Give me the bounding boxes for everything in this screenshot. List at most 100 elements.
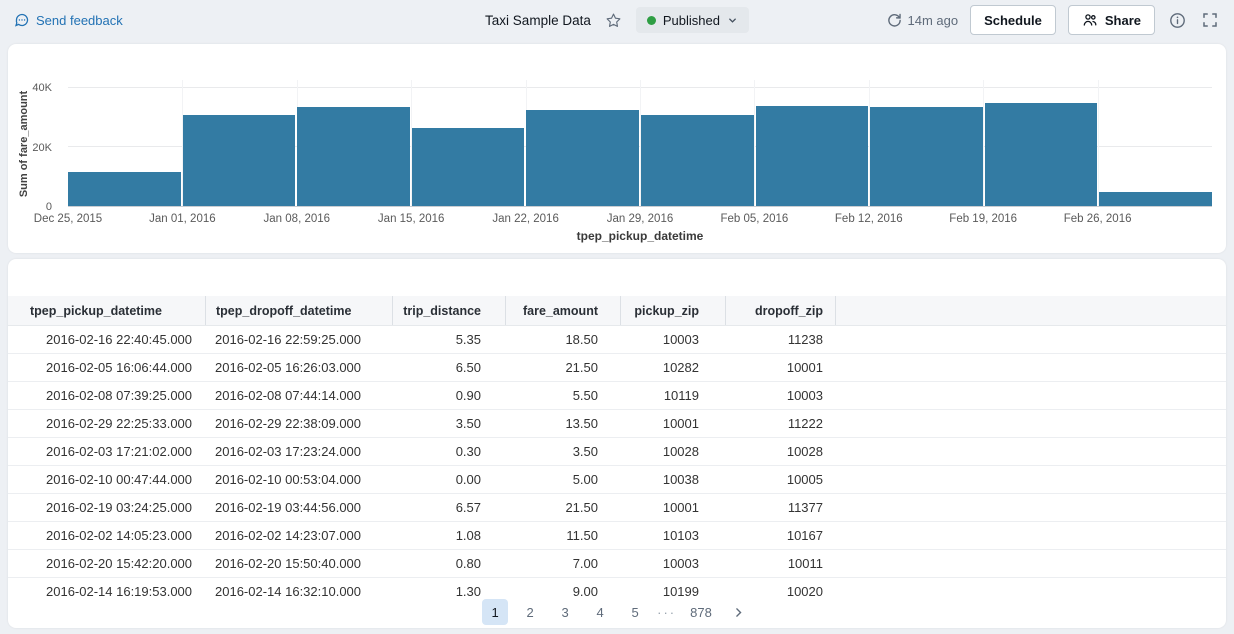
- refresh-control[interactable]: 14m ago: [887, 13, 958, 28]
- chart-y-axis-ticks: 0 20K 40K: [8, 80, 58, 213]
- column-header-pickup_zip[interactable]: pickup_zip: [620, 296, 725, 325]
- x-tick-label: Jan 29, 2016: [606, 213, 674, 225]
- table-cell: 10020: [786, 584, 823, 596]
- pagination-pages: 1 2 3 4 5 ··· 878: [482, 599, 717, 625]
- table-cell: 13.50: [565, 416, 598, 431]
- vertical-gridline: [754, 80, 756, 206]
- table-cell: 10119: [663, 388, 699, 403]
- table-cell: 5.50: [572, 388, 598, 403]
- bar-Feb 05, 2016[interactable]: [755, 105, 869, 206]
- chart-widget: Sum of fare_amount 0 20K 40K Dec 25, 2015 J…: [8, 44, 1226, 253]
- table-row: 2016-02-29 22:25:33.000 2016-02-29 22:38:…: [8, 410, 1226, 438]
- schedule-button-label: Schedule: [984, 12, 1042, 28]
- vertical-gridline: [983, 80, 985, 206]
- top-bar-center: Taxi Sample Data Published: [485, 7, 749, 33]
- table-cell: 2016-02-16 22:59:25.000: [215, 332, 362, 347]
- chart-plot-area: [68, 80, 1212, 207]
- bar-Jan 15, 2016[interactable]: [411, 128, 525, 206]
- fullscreen-icon[interactable]: [1200, 10, 1220, 30]
- page-button-878[interactable]: 878: [685, 599, 717, 625]
- info-icon[interactable]: [1167, 10, 1188, 31]
- schedule-button[interactable]: Schedule: [970, 5, 1056, 35]
- vertical-gridline: [1097, 80, 1099, 206]
- table-row: 2016-02-19 03:24:25.000 2016-02-19 03:44:…: [8, 494, 1226, 522]
- page-button-4[interactable]: 4: [587, 599, 613, 625]
- vertical-gridline: [640, 80, 641, 206]
- table-cell: 1.08: [455, 528, 481, 543]
- table-cell: 3.50: [572, 444, 598, 459]
- table-cell: 2016-02-20 15:42:20.000: [46, 556, 193, 571]
- table-cell: 2016-02-19 03:44:56.000: [215, 500, 362, 515]
- table-cell: 10011: [787, 556, 823, 571]
- bar-Feb 19, 2016[interactable]: [984, 103, 1098, 206]
- favorite-star-icon[interactable]: [605, 12, 622, 29]
- table-cell: 2016-02-02 14:05:23.000: [46, 528, 193, 543]
- table-cell: 10003: [786, 388, 823, 403]
- bar-Feb 26, 2016[interactable]: [1099, 192, 1212, 206]
- bar-Jan 22, 2016[interactable]: [526, 110, 639, 206]
- bar-Jan 08, 2016[interactable]: [297, 106, 410, 206]
- bar-Jan 29, 2016[interactable]: [640, 115, 754, 206]
- publish-status-label: Published: [662, 12, 720, 28]
- table-cell: 10001: [786, 360, 823, 375]
- table-row: 2016-02-03 17:21:02.000 2016-02-03 17:23:…: [8, 438, 1226, 466]
- bar-Dec 25, 2015[interactable]: [68, 172, 181, 206]
- y-tick-label: 40K: [32, 82, 52, 95]
- table-cell: 2016-02-03 17:23:24.000: [215, 444, 362, 459]
- table-cell: 0.80: [455, 556, 481, 571]
- table-row: 2016-02-08 07:39:25.000 2016-02-08 07:44:…: [8, 382, 1226, 410]
- bar-Jan 01, 2016[interactable]: [182, 115, 296, 206]
- column-header-tpep_pickup_datetime[interactable]: tpep_pickup_datetime: [30, 303, 162, 318]
- bar-Feb 12, 2016[interactable]: [870, 107, 983, 206]
- table-cell: 2016-02-20 15:50:40.000: [215, 556, 362, 571]
- x-tick-label: Jan 08, 2016: [263, 213, 331, 225]
- page-button-1[interactable]: 1: [482, 599, 509, 625]
- table-widget: tpep_pickup_datetime tpep_dropoff_datetim…: [8, 259, 1226, 628]
- share-people-icon: [1082, 12, 1098, 28]
- x-tick-label: Feb 05, 2016: [720, 213, 789, 225]
- table-cell: 5.35: [455, 332, 481, 347]
- table-cell: 21.50: [565, 360, 598, 375]
- publish-status-dropdown[interactable]: Published: [635, 7, 749, 33]
- next-page-button[interactable]: [726, 599, 752, 625]
- dashboard-title: Taxi Sample Data: [485, 12, 591, 28]
- refresh-icon: [887, 13, 902, 28]
- send-feedback-link[interactable]: Send feedback: [14, 12, 123, 28]
- share-button[interactable]: Share: [1067, 5, 1156, 35]
- table-body: 2016-02-16 22:40:45.000 2016-02-16 22:59:…: [8, 326, 1226, 596]
- table-cell: 2016-02-10 00:47:44.000: [46, 472, 193, 487]
- column-header-tpep_dropoff_datetime[interactable]: tpep_dropoff_datetime: [205, 296, 392, 325]
- share-button-label: Share: [1104, 12, 1142, 28]
- y-tick-label: 0: [45, 201, 52, 213]
- table-cell: 5.00: [572, 472, 598, 487]
- table-cell: 0.90: [455, 388, 481, 403]
- table-cell: 2016-02-03 17:21:02.000: [46, 444, 193, 459]
- chart-x-axis-title: tpep_pickup_datetime: [576, 229, 704, 243]
- page-button-5[interactable]: 5: [622, 599, 648, 625]
- table-cell: 2016-02-10 00:53:04.000: [215, 472, 362, 487]
- x-tick-label: Feb 19, 2016: [949, 213, 1018, 225]
- chart-bars: [68, 80, 1212, 206]
- table-cell: 2016-02-08 07:39:25.000: [46, 388, 193, 403]
- table-row: 2016-02-02 14:05:23.000 2016-02-02 14:23:…: [8, 522, 1226, 550]
- table-cell: 10028: [786, 444, 823, 459]
- pagination-ellipsis: ···: [657, 604, 677, 620]
- page-button-3[interactable]: 3: [552, 599, 578, 625]
- x-tick-label: Dec 25, 2015: [33, 213, 103, 225]
- table-cell: 10003: [662, 556, 699, 571]
- column-header-dropoff_zip[interactable]: dropoff_zip: [725, 296, 835, 325]
- page-button-2[interactable]: 2: [517, 599, 543, 625]
- column-header-trip_distance[interactable]: trip_distance: [392, 296, 505, 325]
- table-row: 2016-02-16 22:40:45.000 2016-02-16 22:59:…: [8, 326, 1226, 354]
- table-header-row: tpep_pickup_datetime tpep_dropoff_datetim…: [8, 296, 1226, 326]
- table-cell: 2016-02-05 16:06:44.000: [46, 360, 193, 375]
- send-feedback-label: Send feedback: [36, 12, 123, 28]
- table-cell: 2016-02-14 16:32:10.000: [215, 584, 362, 596]
- table-cell: 10003: [662, 332, 699, 347]
- x-tick-label: Jan 15, 2016: [377, 213, 445, 225]
- table-cell: 2016-02-02 14:23:07.000: [215, 528, 362, 543]
- table-cell: 10005: [786, 472, 823, 487]
- column-header-fare_amount[interactable]: fare_amount: [505, 296, 620, 325]
- table-cell: 10038: [662, 472, 699, 487]
- table-cell: 10001: [662, 500, 699, 515]
